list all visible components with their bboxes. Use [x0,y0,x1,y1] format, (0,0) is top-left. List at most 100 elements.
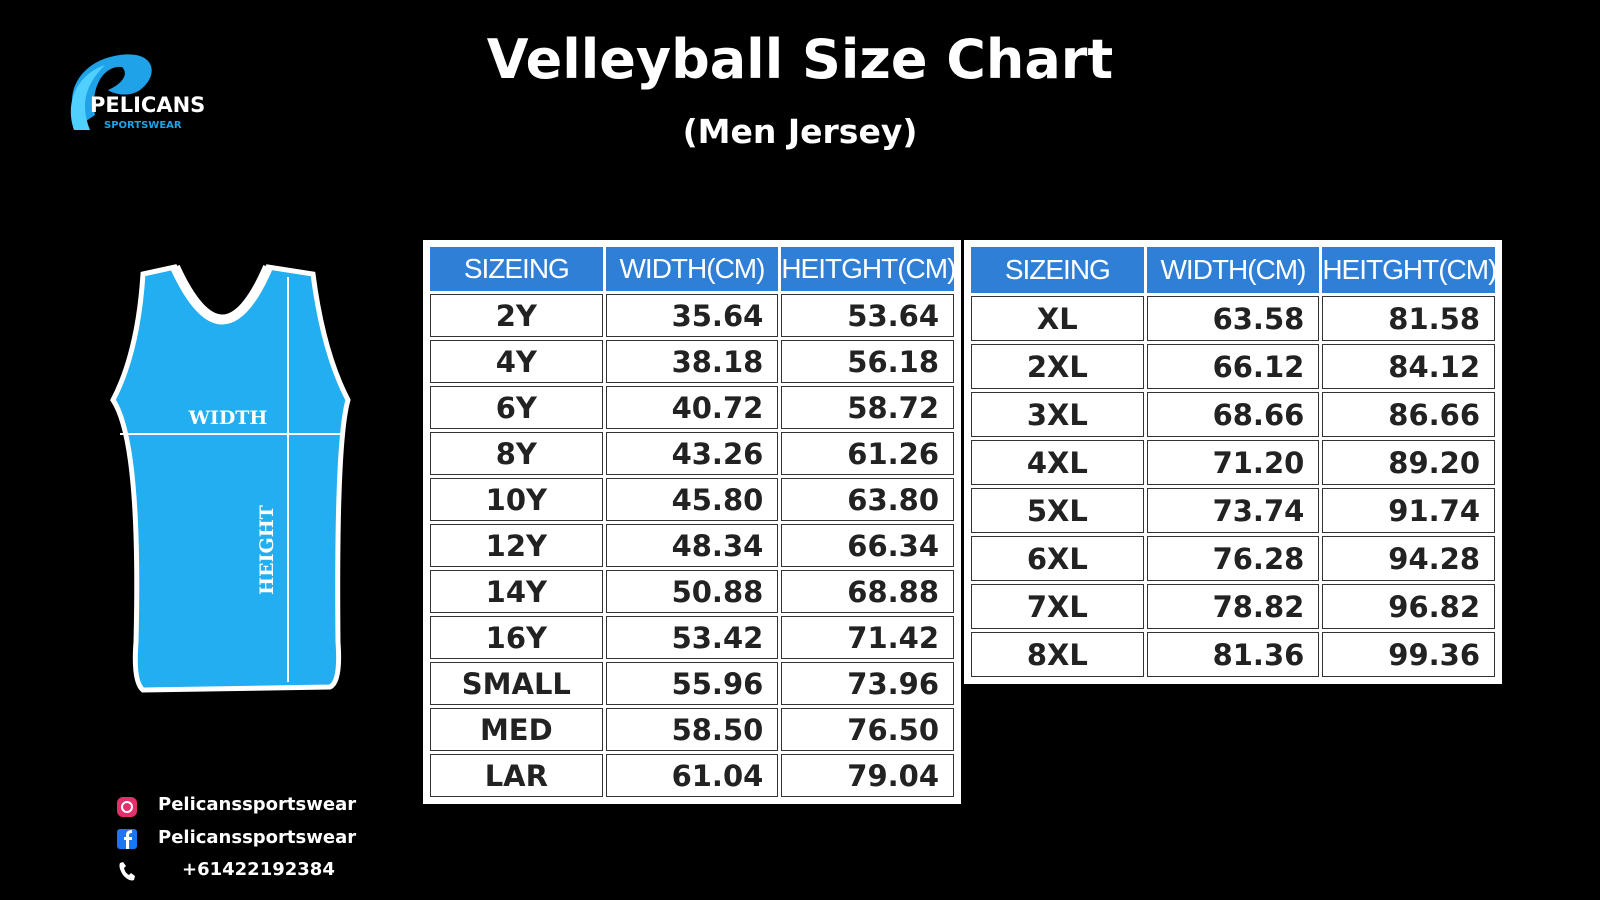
table-row: XL 63.58 81.58 [971,296,1495,341]
facebook-f [124,830,132,849]
size-cell: 7XL [971,584,1144,629]
measurement-cell: 35.64 [605,294,779,337]
size-cell: 10Y [430,478,603,521]
table-row: MED 58.50 76.50 [430,708,954,751]
measurement-cell: 45.80 [605,478,779,521]
measurement-cell: 38.18 [605,340,779,383]
measurement-cell: 79.04 [781,754,954,797]
measurement-cell: 58.50 [605,708,779,751]
size-cell: 12Y [430,524,603,567]
size-cell: 4Y [430,340,603,383]
facebook-handle: Pelicanssportswear [158,827,357,848]
size-cell: 5XL [971,488,1144,533]
size-cell: 4XL [971,440,1144,485]
table-row: LAR 61.04 79.04 [430,754,954,797]
column-header: SIZEING [430,247,603,291]
logo-swoosh [70,65,105,130]
size-cell: SMALL [430,662,603,705]
measurement-cell: 71.20 [1146,440,1320,485]
instagram-lens [121,801,133,813]
table-row: 6Y 40.72 58.72 [430,386,954,429]
table-row: 4Y 38.18 56.18 [430,340,954,383]
measurement-cell: 48.34 [605,524,779,567]
size-cell: 2XL [971,344,1144,389]
measurement-cell: 86.66 [1322,392,1495,437]
measurement-cell: 73.96 [781,662,954,705]
subtitle: (Men Jersey) [682,112,918,151]
header-row: SIZEING WIDTH(CM) HEITGHT(CM) [971,247,1497,293]
measurement-cell: 40.72 [605,386,779,429]
size-cell: MED [430,708,603,751]
column-header: WIDTH(CM) [1146,247,1320,293]
measurement-cell: 76.50 [781,708,954,751]
jersey: WIDTH HEIGHT [110,264,351,693]
measurement-cell: 81.36 [1146,632,1320,677]
table-row: 2Y 35.64 53.64 [430,294,954,337]
logo-tagline: SPORTSWEAR [104,120,182,131]
measurement-cell: 89.20 [1322,440,1495,485]
table-row: SMALL 55.96 73.96 [430,662,954,705]
measurement-cell: 94.28 [1322,536,1495,581]
column-header: HEITGHT(CM) [1322,247,1497,293]
table-row: 3XL 68.66 86.66 [971,392,1495,437]
table: SIZEING WIDTH(CM) HEITGHT(CM) XL 63.58 81.58 2… [968,244,1498,680]
measurement-cell: 78.82 [1146,584,1320,629]
table-row: 4XL 71.20 89.20 [971,440,1495,485]
measurement-cell: 71.42 [781,616,954,659]
header-row: SIZEING WIDTH(CM) HEITGHT(CM) [430,247,956,291]
size-cell: 14Y [430,570,603,613]
logo-name: PELICANS [90,93,205,117]
measurement-cell: 55.96 [605,662,779,705]
measurement-cell: 63.80 [781,478,954,521]
measurement-cell: 91.74 [1322,488,1495,533]
jersey-collar [170,264,273,325]
size-cell: 8XL [971,632,1144,677]
measurement-cell: 43.26 [605,432,779,475]
table-row: 14Y 50.88 68.88 [430,570,954,613]
column-header: WIDTH(CM) [605,247,779,291]
column-header: SIZEING [971,247,1144,293]
size-table: SIZEING WIDTH(CM) HEITGHT(CM) 2Y 35.64 53.64 4… [423,240,961,804]
measurement-cell: 73.74 [1146,488,1320,533]
instagram-icon [117,797,137,817]
measurement-cell: 53.64 [781,294,954,337]
table-row: 8XL 81.36 99.36 [971,632,1495,677]
size-cell: 8Y [430,432,603,475]
height-label: HEIGHT [256,505,278,595]
measurement-cell: 56.18 [781,340,954,383]
size-cell: 3XL [971,392,1144,437]
size-cell: LAR [430,754,603,797]
measurement-cell: 68.88 [781,570,954,613]
phone-icon [119,862,135,881]
measurement-cell: 76.28 [1146,536,1320,581]
size-cell: 6Y [430,386,603,429]
table-row: 5XL 73.74 91.74 [971,488,1495,533]
measurement-cell: 61.04 [605,754,779,797]
table-row: 6XL 76.28 94.28 [971,536,1495,581]
measurement-cell: 58.72 [781,386,954,429]
measurement-cell: 96.82 [1322,584,1495,629]
measurement-cell: 81.58 [1322,296,1495,341]
measurement-cell: 63.58 [1146,296,1320,341]
column-header: HEITGHT(CM) [781,247,956,291]
size-cell: 16Y [430,616,603,659]
contact-icons [117,797,137,881]
instagram-handle: Pelicanssportswear [158,794,357,815]
phone-number: +61422192384 [182,859,335,880]
measurement-cell: 53.42 [605,616,779,659]
table-row: 16Y 53.42 71.42 [430,616,954,659]
measurement-cell: 50.88 [605,570,779,613]
size-cell: 6XL [971,536,1144,581]
title: Velleyball Size Chart [486,28,1114,91]
logo: PELICANS SPORTSWEAR [70,54,205,131]
jersey-body [110,264,351,693]
table-row: 7XL 78.82 96.82 [971,584,1495,629]
table: SIZEING WIDTH(CM) HEITGHT(CM) 2Y 35.64 53.64 4… [427,244,957,800]
table-row: 12Y 48.34 66.34 [430,524,954,567]
size-cell: 2Y [430,294,603,337]
table-row: 10Y 45.80 63.80 [430,478,954,521]
size-cell: XL [971,296,1144,341]
measurement-cell: 68.66 [1146,392,1320,437]
measurement-cell: 66.12 [1146,344,1320,389]
